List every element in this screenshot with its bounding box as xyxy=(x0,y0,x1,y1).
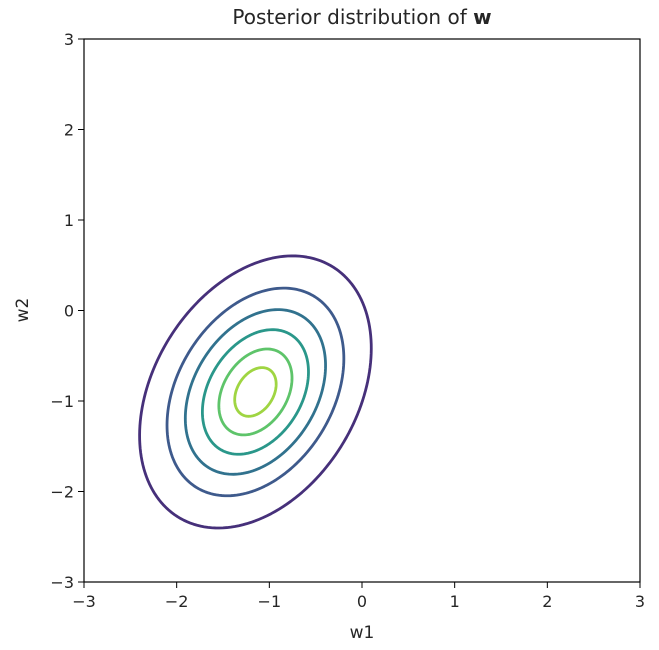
y-axis-label: w2 xyxy=(13,298,33,323)
contour-line-3 xyxy=(183,308,327,476)
x-axis-label: w1 xyxy=(350,623,375,643)
y-tick-label: 1 xyxy=(64,211,74,230)
x-tick-label: −1 xyxy=(258,592,282,611)
y-tick-label: 2 xyxy=(64,121,74,140)
y-tick-label: −1 xyxy=(50,392,74,411)
y-tick-label: −2 xyxy=(50,483,74,502)
contour-line-4 xyxy=(200,328,310,456)
x-tick-label: 0 xyxy=(357,592,367,611)
x-tick-label: −3 xyxy=(72,592,96,611)
x-ticks: −3 −2 −1 0 1 2 3 xyxy=(72,582,645,611)
contour-line-5 xyxy=(217,347,294,437)
contour-line-6 xyxy=(233,366,278,418)
chart-title: Posterior distribution of w xyxy=(232,5,491,29)
y-ticks: −3 −2 −1 0 1 2 3 xyxy=(50,30,84,592)
contour-line-2 xyxy=(165,286,346,498)
x-tick-label: 3 xyxy=(635,592,645,611)
y-tick-label: 0 xyxy=(64,302,74,321)
contour-lines xyxy=(138,254,373,530)
y-tick-label: 3 xyxy=(64,30,74,49)
x-tick-label: 2 xyxy=(542,592,552,611)
y-tick-label: −3 xyxy=(50,573,74,592)
chart-title-main: Posterior distribution of xyxy=(232,5,473,29)
plot-frame xyxy=(83,38,641,583)
contour-line-1 xyxy=(138,254,373,530)
x-tick-label: 1 xyxy=(450,592,460,611)
chart-title-bold: w xyxy=(473,5,491,29)
x-tick-label: −2 xyxy=(165,592,189,611)
